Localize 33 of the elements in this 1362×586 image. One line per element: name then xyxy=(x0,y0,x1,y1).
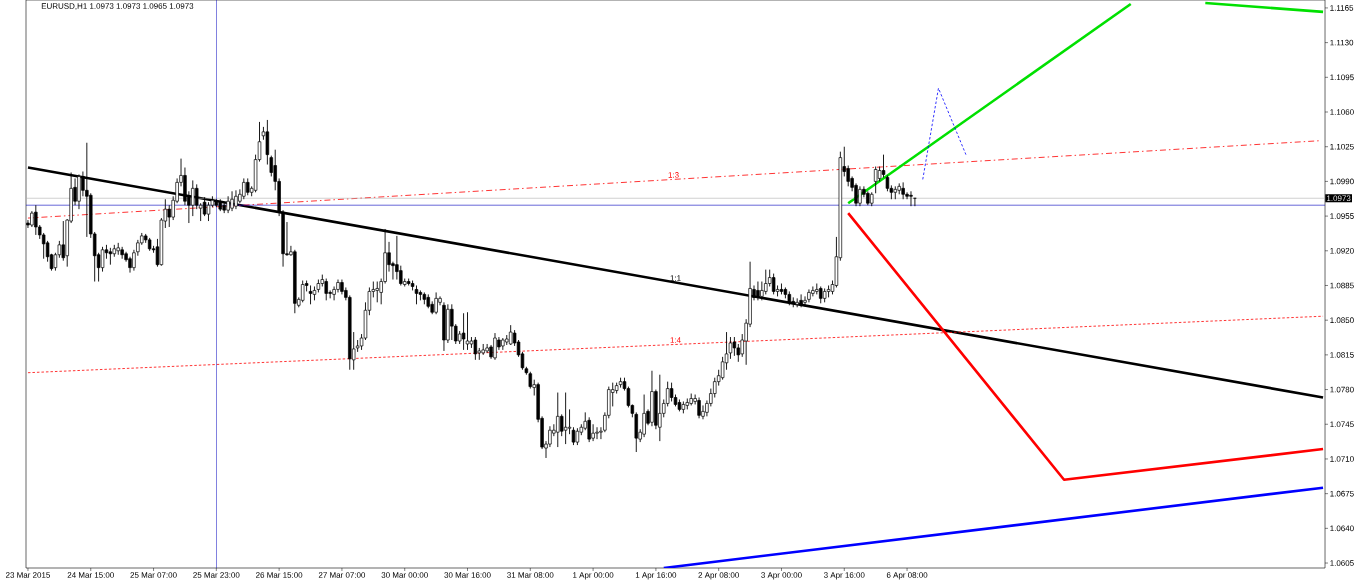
candlestick xyxy=(881,154,886,178)
candlestick xyxy=(669,382,674,402)
candlestick xyxy=(242,177,246,200)
candlestick xyxy=(450,303,454,341)
candlestick xyxy=(167,204,171,228)
candlestick xyxy=(909,190,913,207)
candlestick xyxy=(858,185,862,207)
candlestick xyxy=(595,426,599,440)
candlestick xyxy=(230,190,234,212)
candlestick xyxy=(901,181,905,200)
candlestick xyxy=(587,416,591,443)
candlestick xyxy=(591,423,595,442)
candlestick xyxy=(34,204,38,236)
candlestick xyxy=(493,332,497,361)
candlestick xyxy=(556,392,560,448)
candlestick xyxy=(61,220,66,262)
candlestick xyxy=(485,343,489,354)
candlestick xyxy=(873,166,878,194)
candlestick xyxy=(108,247,113,266)
candlestick xyxy=(732,336,737,357)
candlestick xyxy=(756,281,760,301)
candlestick xyxy=(226,195,230,214)
candlestick xyxy=(202,196,207,217)
candlestick xyxy=(375,281,379,303)
candlestick xyxy=(658,374,662,442)
candlestick xyxy=(300,280,305,303)
candlestick xyxy=(234,189,238,210)
candlestick xyxy=(642,394,646,438)
candlestick xyxy=(799,293,803,308)
candlestick xyxy=(434,291,438,315)
candlestick xyxy=(324,278,328,301)
candlestick xyxy=(563,392,568,445)
candlestick xyxy=(697,397,701,419)
